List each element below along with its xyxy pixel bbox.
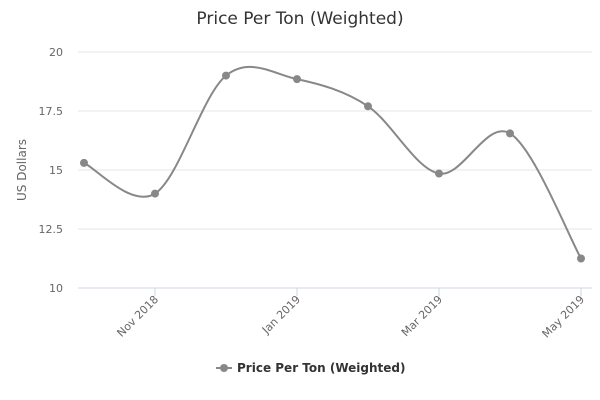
x-tick-label: Nov 2018 xyxy=(114,293,161,340)
data-point[interactable] xyxy=(435,169,443,178)
data-point[interactable] xyxy=(151,189,159,198)
data-point[interactable] xyxy=(506,129,514,138)
y-tick-label: 12.5 xyxy=(39,223,64,236)
data-point[interactable] xyxy=(364,102,372,111)
legend[interactable]: Price Per Ton (Weighted) xyxy=(216,361,405,375)
legend-marker xyxy=(220,364,228,372)
y-tick-label: 20 xyxy=(49,46,63,59)
x-tick-label: Jan 2019 xyxy=(259,293,303,337)
data-point[interactable] xyxy=(222,71,230,80)
series-layer xyxy=(80,65,585,263)
y-tick-label: 10 xyxy=(49,282,63,295)
y-axis-ticks: 10 12.5 15 17.5 20 xyxy=(39,46,64,295)
y-axis-title: US Dollars xyxy=(15,139,29,201)
legend-label: Price Per Ton (Weighted) xyxy=(237,361,405,375)
data-point[interactable] xyxy=(80,158,88,167)
x-tick-label: May 2019 xyxy=(540,293,588,341)
series-line xyxy=(83,65,582,259)
x-axis: Nov 2018 Jan 2019 Mar 2019 May 2019 xyxy=(78,287,592,341)
grid-layer xyxy=(78,51,592,230)
x-tick-label: Mar 2019 xyxy=(399,293,445,339)
data-point[interactable] xyxy=(293,75,301,84)
chart-title: Price Per Ton (Weighted) xyxy=(196,9,403,29)
y-tick-label: 15 xyxy=(49,164,63,177)
y-tick-label: 17.5 xyxy=(39,105,64,118)
data-point[interactable] xyxy=(577,254,585,263)
